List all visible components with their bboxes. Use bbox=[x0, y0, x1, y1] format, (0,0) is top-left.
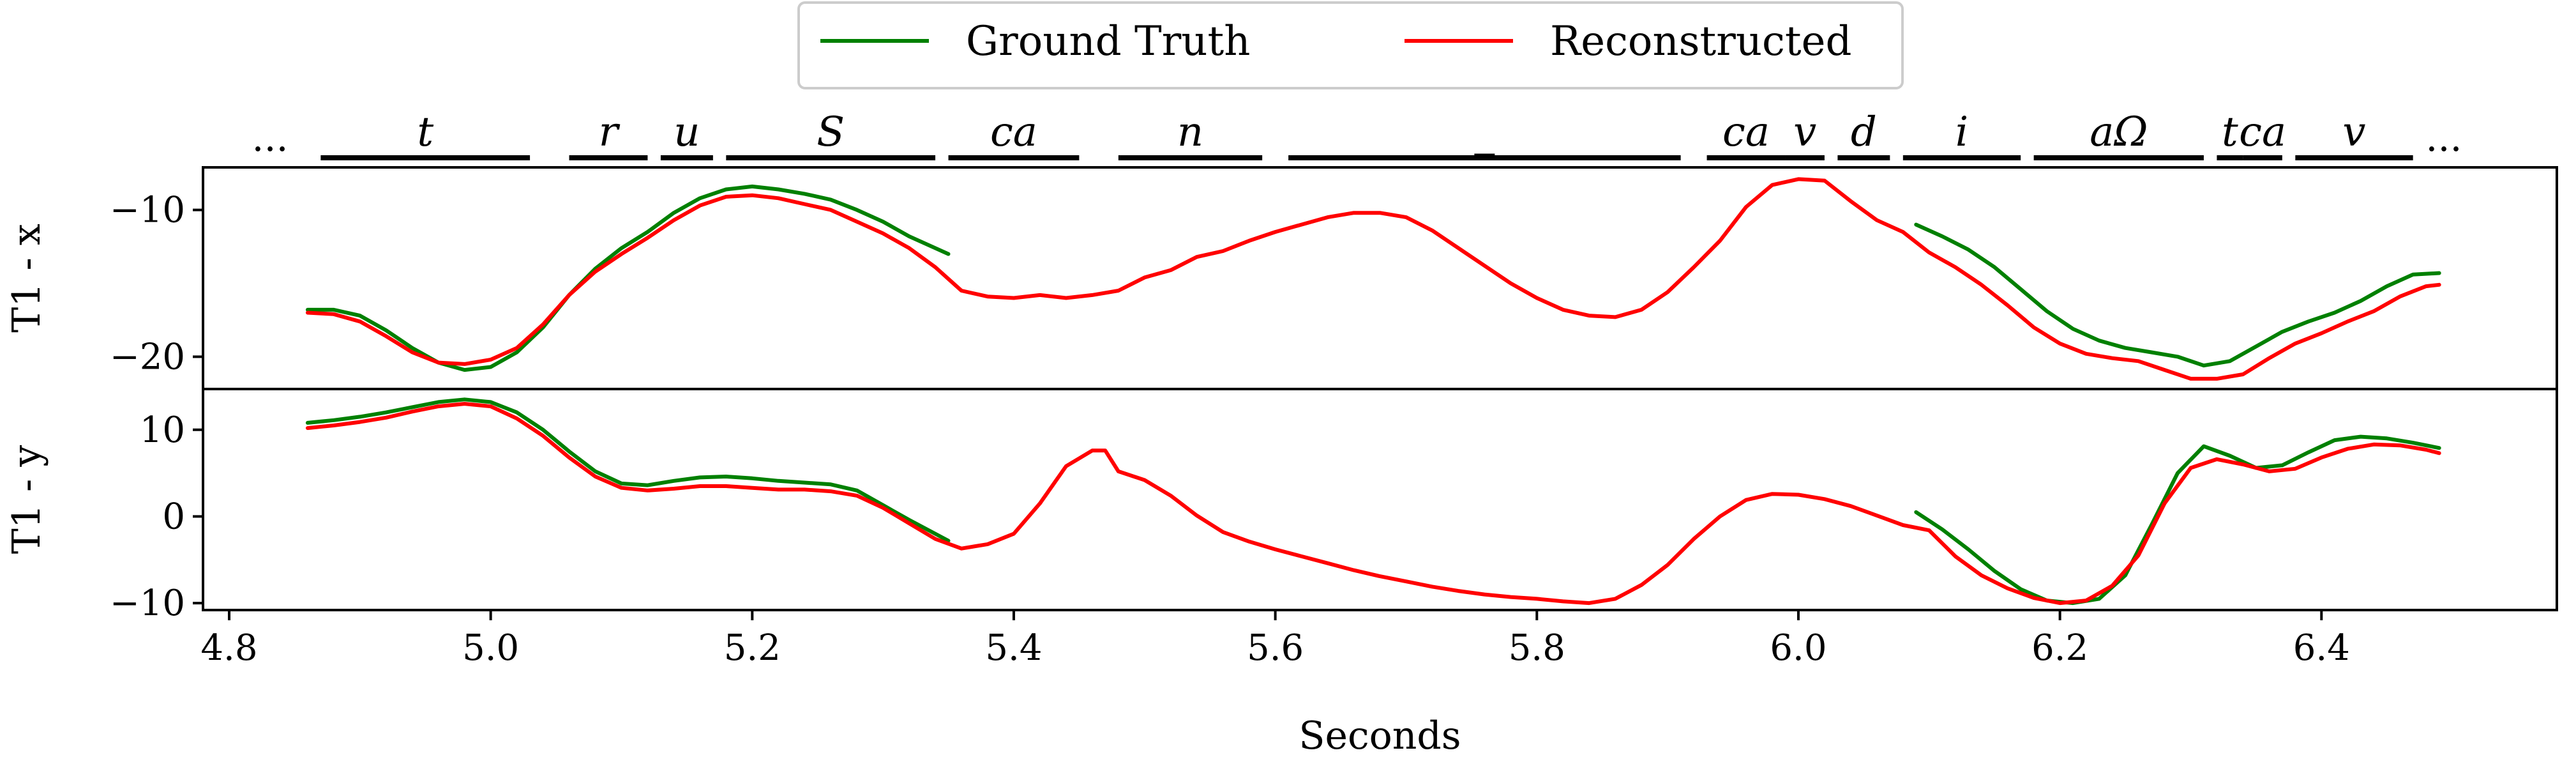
phoneme-label: i bbox=[1955, 109, 1968, 156]
legend-frame bbox=[797, 1, 1904, 89]
phoneme-label: r bbox=[599, 109, 621, 156]
y-tick-label: −10 bbox=[110, 583, 185, 624]
y-axis-title: T1 - x bbox=[4, 224, 49, 333]
x-tick-label: 6.0 bbox=[1770, 627, 1827, 669]
phoneme-label: v bbox=[2342, 109, 2365, 156]
x-tick-label: 4.8 bbox=[200, 627, 257, 669]
panel-frame bbox=[202, 166, 2558, 390]
phoneme-label: ca bbox=[1722, 109, 1770, 156]
series-line-panel1-reconstructed-seg1 bbox=[305, 177, 2441, 381]
x-tick-label: 6.2 bbox=[2031, 627, 2088, 669]
legend: Ground Truth Reconstructed bbox=[797, 1, 1904, 89]
phoneme-label: t bbox=[417, 109, 433, 156]
x-axis: 4.8 5.0 5.2 5.4 5.6 5.8 6.0 6.2 6.4 Seconds bbox=[200, 610, 2350, 758]
phoneme-label: ca bbox=[990, 109, 1037, 156]
series-line-panel2-reconstructed-seg1 bbox=[305, 402, 2441, 606]
x-axis-title: Seconds bbox=[1299, 714, 1461, 758]
series-line-panel1-ground-truth-seg1 bbox=[305, 184, 951, 372]
x-tick-label: 5.4 bbox=[985, 627, 1042, 669]
y-axis-title: T1 - y bbox=[4, 445, 49, 554]
phoneme-label: _ bbox=[1474, 109, 1495, 156]
x-tick-label: 5.8 bbox=[1509, 627, 1565, 669]
panel-frame bbox=[202, 388, 2558, 611]
y-tick-label: −10 bbox=[110, 190, 185, 231]
series-line-panel1-ground-truth-seg2 bbox=[1914, 222, 2441, 368]
y-tick-label: 10 bbox=[140, 409, 185, 451]
phoneme-label: S bbox=[817, 109, 845, 156]
x-tick-label: 5.2 bbox=[724, 627, 781, 669]
legend-label-reconstructed: Reconstructed bbox=[1550, 18, 1851, 65]
phoneme-label: v bbox=[1793, 109, 1816, 156]
x-tick-label: 5.6 bbox=[1247, 627, 1304, 669]
phoneme-label: n bbox=[1177, 109, 1203, 156]
phoneme-label: aΩ bbox=[2090, 109, 2148, 156]
x-tick-label: 5.0 bbox=[462, 627, 519, 669]
phoneme-label: u bbox=[674, 109, 700, 156]
panel-1: −10 −20 T1 - x bbox=[4, 166, 2558, 390]
phoneme-label: ca bbox=[2239, 109, 2286, 156]
phoneme-label: t bbox=[2222, 109, 2238, 156]
series-line-panel2-ground-truth-seg2 bbox=[1914, 434, 2441, 606]
panel-2: 10 0 −10 T1 - y bbox=[4, 388, 2558, 624]
series-line-panel2-ground-truth-seg1 bbox=[305, 397, 951, 543]
x-tick-label: 6.4 bbox=[2293, 627, 2350, 669]
y-tick-label: −20 bbox=[110, 336, 185, 378]
panels: −10 −20 T1 - x 10 0 −10 T1 - y bbox=[4, 166, 2558, 624]
phoneme-ellipsis-end: ... bbox=[2425, 116, 2462, 160]
y-tick-label: 0 bbox=[162, 496, 185, 537]
legend-label-ground-truth: Ground Truth bbox=[966, 18, 1250, 65]
phoneme-ellipsis-start: ... bbox=[252, 116, 288, 160]
phoneme-label: d bbox=[1851, 109, 1877, 156]
